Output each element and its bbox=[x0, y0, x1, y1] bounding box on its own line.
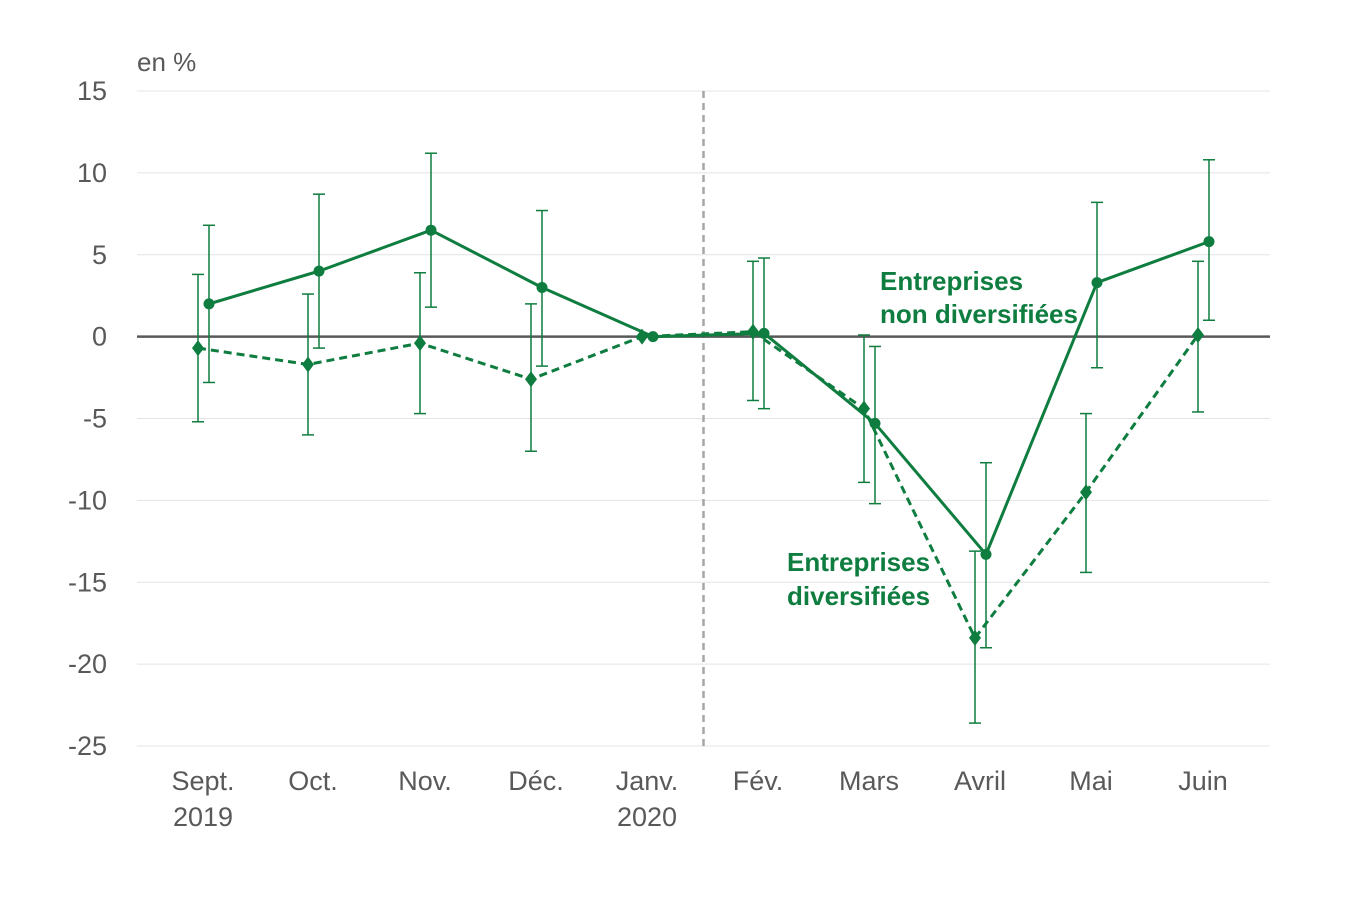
data-point bbox=[414, 335, 426, 352]
x-tick-label: Avril bbox=[954, 766, 1006, 796]
x-tick-label: Nov. bbox=[398, 766, 452, 796]
x-tick-label: Janv. bbox=[616, 766, 679, 796]
data-point bbox=[525, 371, 537, 388]
x-tick-label: Mars bbox=[839, 766, 899, 796]
y-tick-label: -10 bbox=[68, 485, 107, 515]
data-point bbox=[636, 328, 648, 345]
data-point bbox=[858, 400, 870, 417]
data-point bbox=[1192, 326, 1204, 343]
data-point bbox=[980, 548, 992, 560]
data-point bbox=[203, 298, 215, 310]
data-point bbox=[969, 629, 981, 646]
series-label-diversifiees-line2: diversifiées bbox=[787, 581, 930, 611]
data-point bbox=[758, 327, 770, 339]
data-point bbox=[869, 417, 881, 429]
series-non-diversifiees bbox=[203, 152, 1215, 649]
data-point bbox=[425, 224, 437, 236]
data-point bbox=[1091, 277, 1103, 289]
data-point bbox=[192, 340, 204, 357]
data-point bbox=[313, 265, 325, 277]
grid-lines bbox=[137, 90, 1270, 747]
y-axis: 15 10 5 0 -5 -10 -15 -20 -25 bbox=[68, 76, 107, 761]
x-tick-label: Mai bbox=[1069, 766, 1113, 796]
y-tick-label: -15 bbox=[68, 567, 107, 597]
y-tick-label: -25 bbox=[68, 731, 107, 761]
x-tick-label: Juin bbox=[1178, 766, 1228, 796]
y-unit-label: en % bbox=[137, 47, 196, 77]
y-tick-label: 5 bbox=[92, 240, 107, 270]
y-tick-label: 15 bbox=[77, 76, 107, 106]
y-tick-label: -20 bbox=[68, 649, 107, 679]
series-label-non-diversifiees-line2: non diversifiées bbox=[880, 299, 1078, 329]
y-tick-label: -5 bbox=[83, 404, 107, 434]
x-axis: Sept. 2019 Oct. Nov. Déc. Janv. 2020 Fév. Mars Av… bbox=[171, 766, 1227, 832]
series-label-non-diversifiees-line1: Entreprises bbox=[880, 266, 1023, 296]
x-tick-label: Déc. bbox=[508, 766, 564, 796]
y-tick-label: 10 bbox=[77, 158, 107, 188]
y-tick-label: 0 bbox=[92, 322, 107, 352]
x-tick-label-year: 2020 bbox=[617, 802, 677, 832]
x-tick-label-year: 2019 bbox=[173, 802, 233, 832]
data-point bbox=[747, 323, 759, 340]
x-tick-label: Oct. bbox=[288, 766, 338, 796]
x-tick-label: Sept. bbox=[171, 766, 234, 796]
x-tick-label: Fév. bbox=[733, 766, 784, 796]
data-point bbox=[1080, 484, 1092, 501]
series-diversifiees bbox=[192, 260, 1204, 724]
data-point bbox=[536, 282, 548, 293]
data-point bbox=[302, 356, 314, 373]
series-line bbox=[197, 330, 1200, 640]
series-line bbox=[208, 228, 1210, 556]
series-group bbox=[192, 152, 1215, 724]
series-label-diversifiees-line1: Entreprises bbox=[787, 547, 930, 577]
data-point bbox=[1203, 236, 1215, 248]
